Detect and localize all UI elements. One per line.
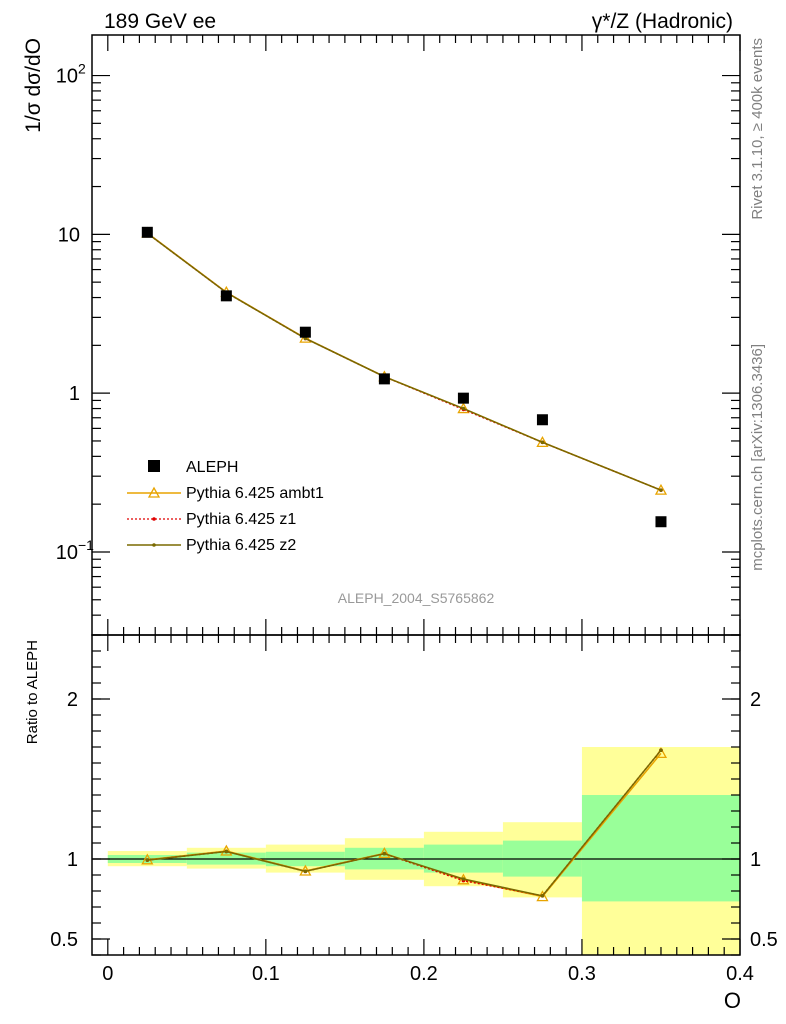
series-marker [659,488,663,492]
y-tick-label: 10 [56,542,78,564]
ratio-y-tick-label-left: 1 [67,849,78,871]
legend-marker-z2 [152,543,156,547]
axis-ticks [92,35,741,956]
ratio-marker [220,844,233,856]
stat-uncertainty-band [581,795,740,902]
ratio-marker [536,890,549,902]
legend-label-z2: Pythia 6.425 z2 [186,537,296,554]
ratio-axis-label: Ratio to ALEPH [24,640,41,744]
series-marker [461,406,466,411]
ratio-marker [303,869,308,874]
ratio-marker [224,849,229,854]
data-point [655,516,667,528]
x-tick-label: 0.1 [252,963,280,985]
y-tick-label: 10 [58,224,80,246]
data-point [378,373,390,385]
legend-label-z1: Pythia 6.425 z1 [186,511,296,528]
ratio-marker [145,858,150,862]
analysis-label: ALEPH_2004_S5765862 [338,590,495,606]
x-tick-label: 0.3 [568,963,596,985]
data-points-group [141,226,667,528]
data-point [141,226,153,238]
ratio-marker [540,894,545,898]
series-marker [540,440,545,445]
legend: ALEPH Pythia 6.425 ambt1 Pythia 6.425 z1… [127,459,324,554]
series-line [146,232,662,491]
series-line [146,232,662,491]
legend-label-aleph: ALEPH [186,459,238,476]
y-tick-label: 1 [69,383,80,405]
legend-label-ambt1: Pythia 6.425 ambt1 [186,485,324,502]
ratio-y-tick-label-left: 0.5 [50,929,78,951]
x-tick-label: 0 [102,963,113,985]
data-point [536,414,548,426]
ratio-y-tick-label-right: 2 [750,689,761,711]
series-line [146,232,662,491]
data-point [457,392,469,404]
ratio-marker [378,847,391,859]
x-tick-label: 0.4 [726,963,754,985]
y-tick-label: 10 [56,66,78,88]
ratio-series-group [141,747,668,902]
data-point [299,326,311,338]
process-label-right: γ*/Z (Hadronic) [592,10,733,33]
x-axis-label: O [724,988,741,1013]
y-tick-exponent: −1 [78,537,94,553]
y-axis-label: 1/σ dσ/dO [22,38,45,133]
mcplots-label: mcplots.cern.ch [arXiv:1306.3436] [749,344,766,571]
ratio-marker [659,748,663,752]
legend-marker-ambt1 [147,486,161,498]
main-series-group [141,226,668,495]
legend-marker-z1 [152,517,156,521]
ratio-y-tick-label-left: 2 [67,689,78,711]
ratio-y-tick-label-right: 0.5 [750,929,778,951]
rivet-label: Rivet 3.1.10, ≥ 400k events [749,38,766,220]
y-tick-exponent: 2 [78,61,86,77]
process-label-left: 189 GeV ee [104,10,216,33]
x-tick-label: 0.2 [410,963,438,985]
data-point [220,290,232,302]
ratio-bands [107,747,740,955]
ratio-marker [382,851,387,856]
ratio-marker [461,877,466,881]
ratio-y-tick-label-right: 1 [750,849,761,871]
legend-marker-aleph [148,460,160,472]
